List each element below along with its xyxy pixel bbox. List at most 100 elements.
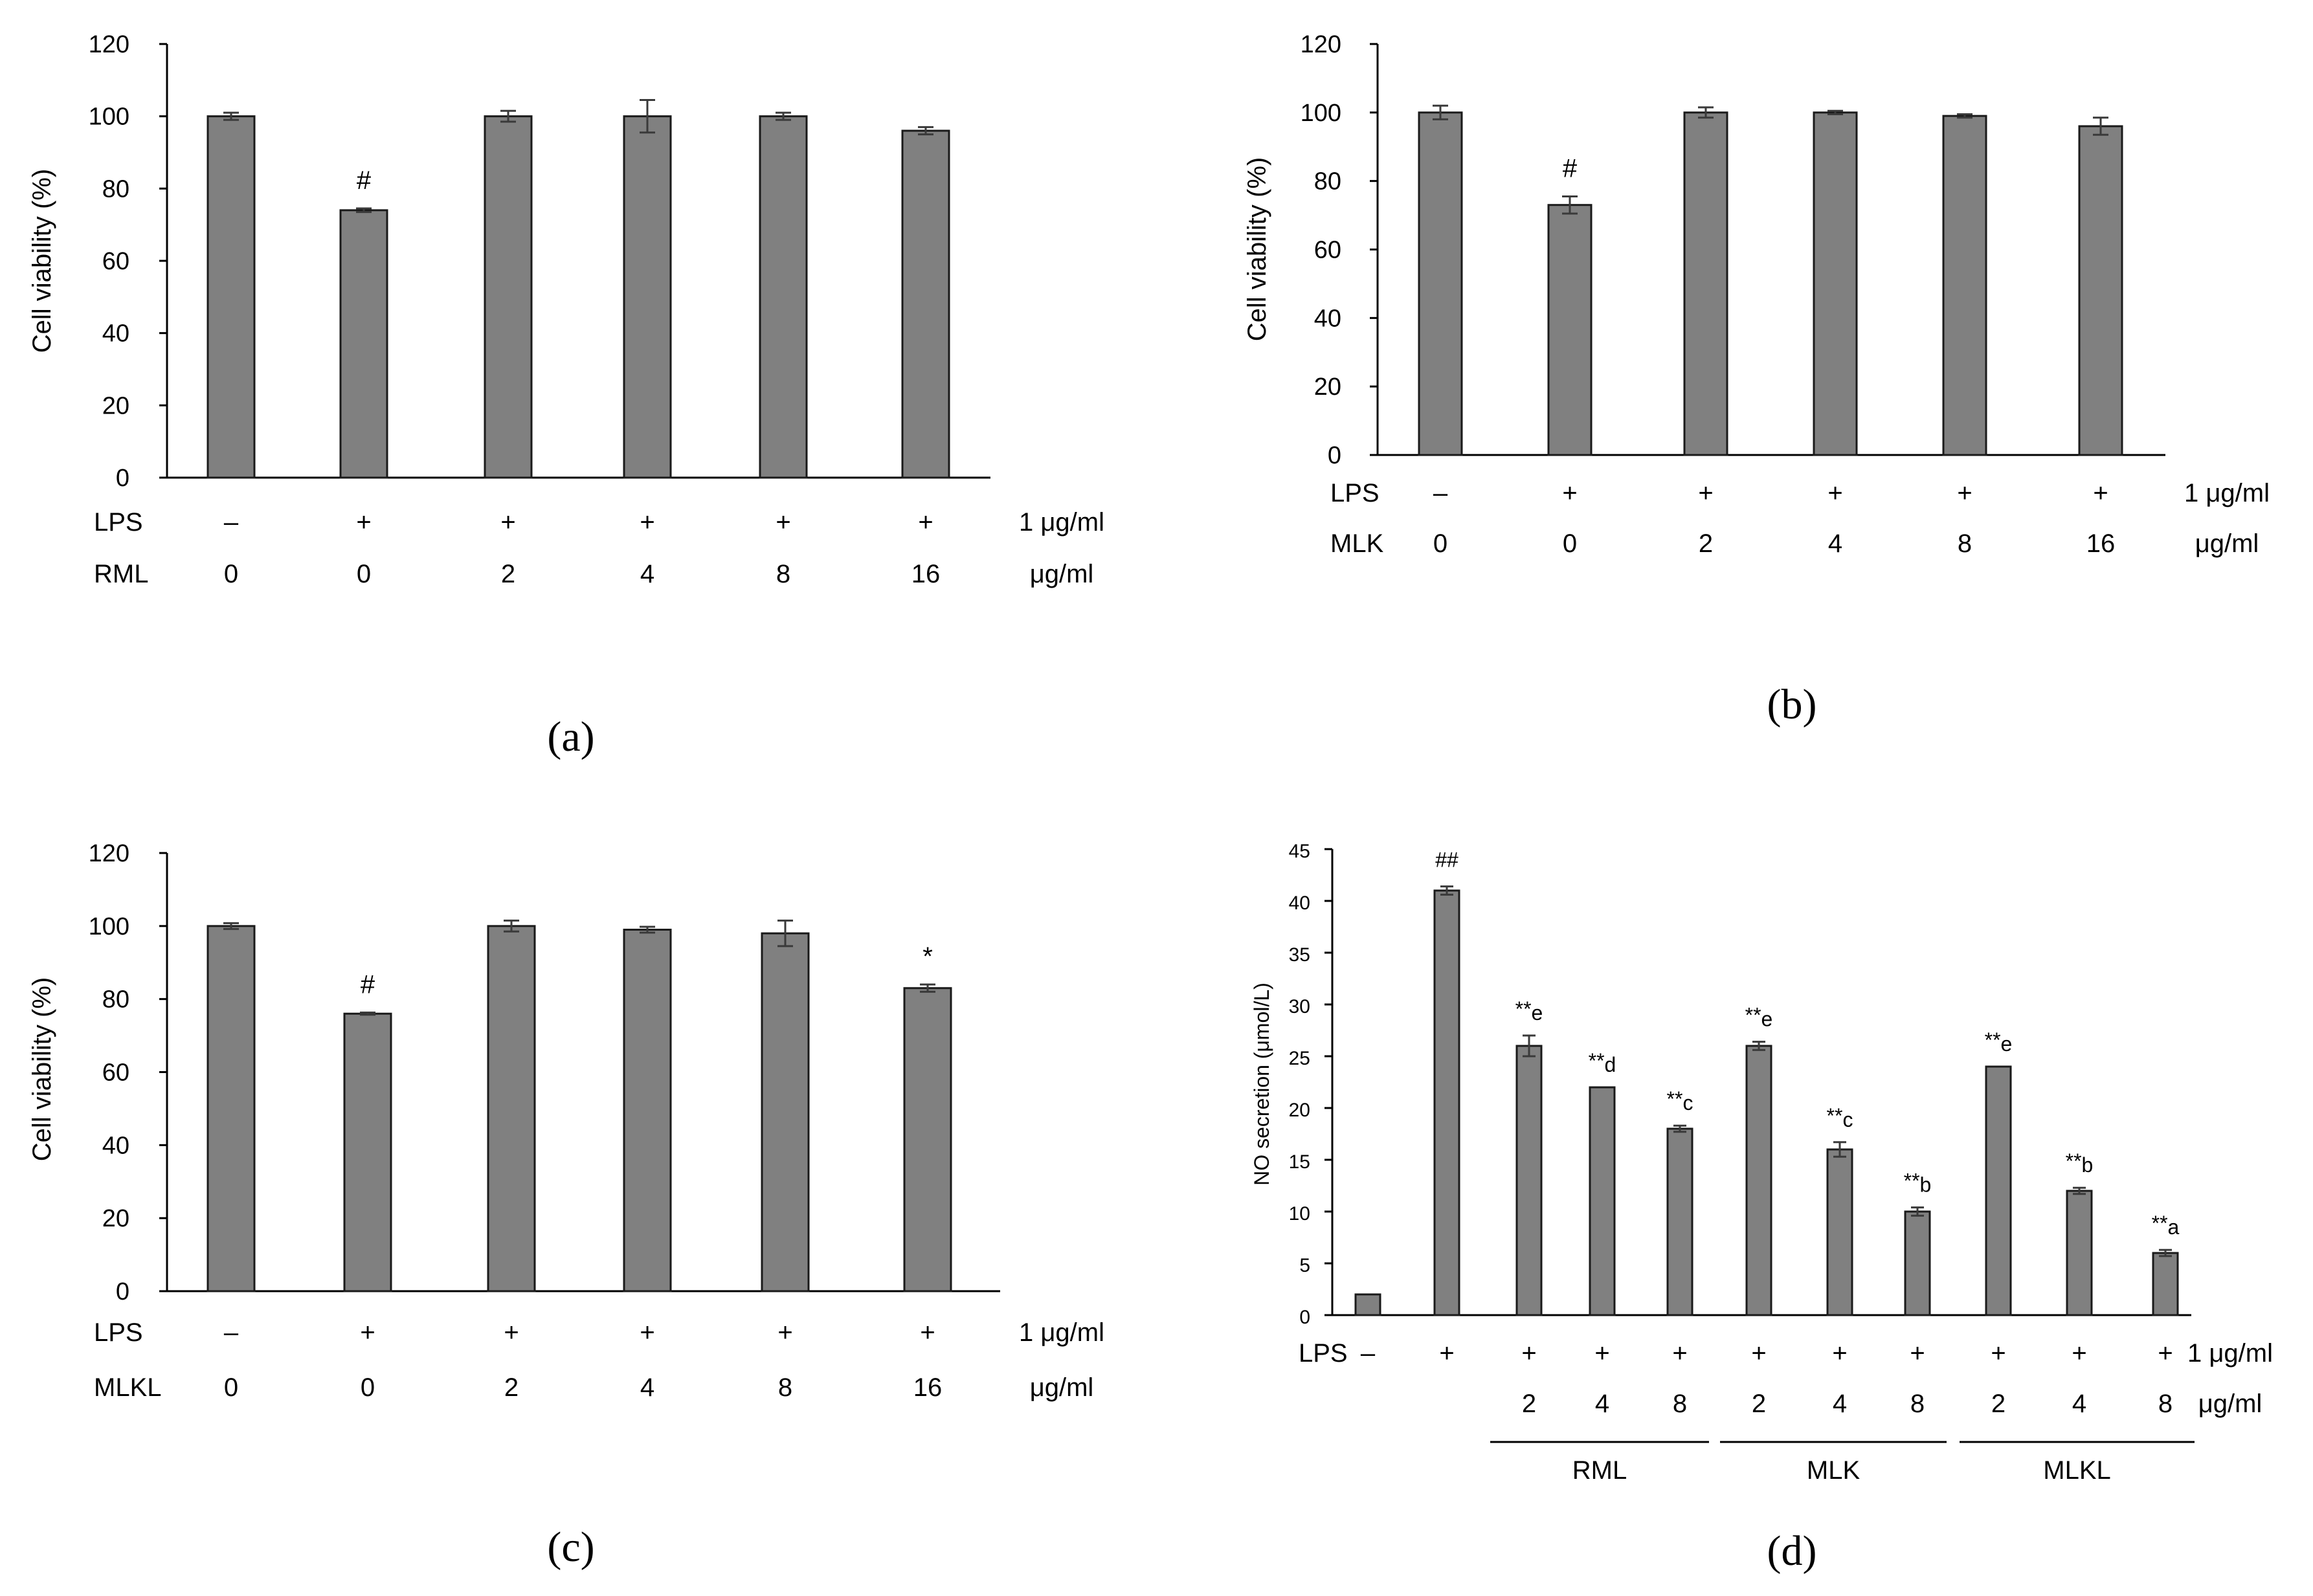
- y-tick-label: 20: [102, 1205, 129, 1232]
- bar: [761, 932, 810, 1292]
- panel-b-label: (b): [1767, 681, 1817, 728]
- y-tick-label: 120: [1301, 31, 1341, 58]
- bar: [1813, 111, 1858, 456]
- y-tick-label: 80: [1314, 168, 1341, 195]
- significance-marker: #: [357, 166, 372, 195]
- row-value: +: [777, 1318, 792, 1347]
- row-value: 8: [776, 560, 790, 588]
- row-value: 4: [1828, 529, 1842, 558]
- row-value: +: [640, 508, 654, 537]
- row-label: MLKL: [94, 1373, 162, 1402]
- row-value: 0: [1433, 529, 1447, 558]
- significance-letter: b: [2082, 1153, 2094, 1177]
- bar: [207, 115, 256, 479]
- panel-d-label: (d): [1767, 1527, 1817, 1575]
- significance-stars: **: [1589, 1049, 1605, 1072]
- bar: [1418, 111, 1463, 456]
- bar: [1942, 115, 1987, 456]
- row-value: –: [224, 508, 239, 537]
- row-value: 0: [357, 560, 371, 588]
- y-tick-label: 10: [1289, 1203, 1310, 1225]
- bar: [1433, 889, 1460, 1316]
- significance-marker: **e: [1985, 1028, 2013, 1056]
- row-value: +: [1832, 1339, 1847, 1368]
- bar: [1904, 1210, 1931, 1316]
- row-value: +: [356, 508, 371, 537]
- significance-marker: ##: [1435, 848, 1458, 872]
- row-value: +: [500, 508, 515, 537]
- panel-a-label: (a): [547, 713, 594, 760]
- significance-marker: **e: [1745, 1004, 1773, 1031]
- significance-marker: #: [1563, 154, 1578, 183]
- y-tick-label: 100: [89, 913, 129, 940]
- row-value: 0: [1563, 529, 1577, 558]
- row-value: 2: [1522, 1390, 1536, 1418]
- row-value: +: [1562, 479, 1577, 507]
- y-axis-label: Cell viability (%): [1243, 157, 1271, 342]
- y-tick-label: 80: [102, 986, 129, 1014]
- significance-stars: **: [1745, 1004, 1761, 1027]
- y-tick-label: 100: [1301, 100, 1341, 127]
- bar: [343, 1012, 392, 1292]
- significance-marker: **c: [1827, 1104, 1853, 1131]
- bar: [1666, 1127, 1693, 1316]
- y-tick-label: 60: [102, 1059, 129, 1087]
- row-value: 2: [1752, 1390, 1766, 1418]
- bar: [1515, 1045, 1543, 1316]
- group-label: MLK: [1807, 1456, 1860, 1485]
- row-label: RML: [94, 560, 148, 588]
- y-tick-label: 20: [1289, 1100, 1310, 1121]
- row-value: 8: [778, 1373, 792, 1402]
- row-value: 2: [1991, 1390, 2006, 1418]
- y-tick-label: 40: [1289, 892, 1310, 914]
- y-tick-label: 40: [102, 320, 129, 348]
- group-label: RML: [1572, 1456, 1627, 1485]
- significance-letter: b: [1920, 1173, 1932, 1197]
- y-tick-label: 0: [116, 1278, 129, 1305]
- y-tick-label: 40: [1314, 305, 1341, 332]
- row-label: LPS: [1299, 1339, 1348, 1368]
- bar: [1745, 1045, 1772, 1316]
- row-value: –: [1361, 1339, 1376, 1368]
- row-value: +: [1521, 1339, 1536, 1368]
- row-value: 4: [640, 560, 654, 588]
- y-tick-label: 20: [102, 392, 129, 419]
- significance-stars: **: [2066, 1149, 2082, 1173]
- bar: [901, 129, 950, 479]
- row-label: LPS: [1330, 479, 1380, 507]
- row-value: 2: [504, 1373, 519, 1402]
- row-value: +: [1910, 1339, 1925, 1368]
- y-tick-label: 0: [1328, 442, 1341, 469]
- significance-letter: a: [2168, 1215, 2180, 1239]
- y-tick-label: 40: [102, 1132, 129, 1159]
- row-value: +: [2093, 479, 2108, 507]
- row-value: 2: [1699, 529, 1713, 558]
- bar: [623, 928, 672, 1292]
- row-label: MLK: [1330, 529, 1384, 558]
- row-value: +: [360, 1318, 375, 1347]
- bar: [339, 209, 388, 479]
- y-tick-label: 45: [1289, 841, 1310, 862]
- row-value: 0: [361, 1373, 375, 1402]
- bar: [1589, 1086, 1616, 1316]
- row-label: LPS: [94, 1318, 143, 1347]
- significance-letter: c: [1842, 1108, 1853, 1131]
- significance-stars: ##: [1435, 848, 1458, 872]
- significance-stars: **: [1515, 997, 1532, 1021]
- bar: [623, 115, 672, 479]
- row-value: +: [918, 508, 933, 537]
- bar: [1683, 111, 1728, 456]
- row-value: 4: [640, 1373, 654, 1402]
- row-value: +: [504, 1318, 519, 1347]
- row-unit: 1 μg/ml: [2184, 479, 2270, 507]
- significance-letter: e: [1532, 1001, 1543, 1025]
- bar: [487, 925, 536, 1292]
- y-tick-label: 60: [1314, 237, 1341, 264]
- row-unit: 1 μg/ml: [1019, 508, 1104, 537]
- row-unit: μg/ml: [2198, 1390, 2263, 1418]
- bar: [207, 925, 256, 1292]
- row-value: 4: [2072, 1390, 2086, 1418]
